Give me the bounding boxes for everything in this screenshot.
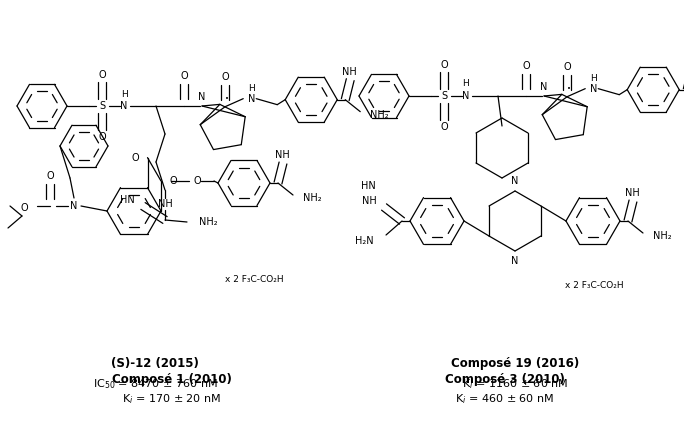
Text: HN: HN: [120, 195, 135, 205]
Text: NH: NH: [157, 199, 172, 209]
Text: O: O: [132, 153, 140, 163]
Text: IC$_{50}$ = 8470 ± 760 nM: IC$_{50}$ = 8470 ± 760 nM: [92, 377, 218, 391]
Text: N: N: [512, 176, 518, 186]
Text: O: O: [194, 176, 202, 186]
Text: N: N: [248, 93, 255, 104]
Text: NH: NH: [624, 188, 640, 198]
Text: •: •: [225, 97, 229, 102]
Text: O: O: [564, 62, 571, 71]
Text: K$_i$ = 460 ± 60 nM: K$_i$ = 460 ± 60 nM: [456, 392, 555, 406]
Text: x 2 F₃C-CO₂H: x 2 F₃C-CO₂H: [225, 274, 284, 284]
Text: O: O: [440, 60, 448, 70]
Text: S: S: [441, 91, 447, 101]
Text: HN: HN: [361, 181, 376, 191]
Text: O: O: [522, 61, 530, 71]
Text: NH: NH: [342, 67, 356, 77]
Text: N: N: [590, 84, 597, 93]
Text: N: N: [198, 92, 206, 102]
Text: Composé 3 (2010): Composé 3 (2010): [445, 373, 565, 385]
Text: Composé 19 (2016): Composé 19 (2016): [451, 358, 579, 370]
Text: O: O: [98, 70, 106, 80]
Text: (S)-​12 (2015): (S)-​12 (2015): [111, 358, 199, 370]
Text: O: O: [440, 122, 448, 132]
Text: O: O: [169, 176, 176, 186]
Text: H: H: [120, 90, 127, 98]
Text: K$_i$ = 1160 ± 60 nM: K$_i$ = 1160 ± 60 nM: [462, 377, 568, 391]
Text: H: H: [590, 74, 596, 83]
Text: NH₂: NH₂: [303, 193, 321, 203]
Text: x 2 F₃C-CO₂H: x 2 F₃C-CO₂H: [565, 281, 624, 291]
Text: •: •: [567, 86, 571, 92]
Text: H: H: [248, 84, 254, 93]
Text: N: N: [540, 82, 548, 92]
Text: O: O: [98, 132, 106, 142]
Text: N: N: [70, 201, 78, 211]
Text: N: N: [120, 101, 128, 111]
Text: K$_i$ = 170 ± 20 nM: K$_i$ = 170 ± 20 nM: [122, 392, 222, 406]
Text: NH₂: NH₂: [370, 110, 389, 120]
Text: N: N: [462, 91, 470, 101]
Text: H: H: [462, 79, 469, 89]
Text: O: O: [47, 171, 54, 181]
Text: N: N: [512, 256, 518, 266]
Text: Composé 1 (2010): Composé 1 (2010): [112, 373, 232, 385]
Text: H₂N: H₂N: [356, 236, 374, 246]
Text: NH₂: NH₂: [653, 231, 672, 241]
Text: NH: NH: [274, 150, 289, 160]
Text: NH₂: NH₂: [199, 217, 218, 227]
Text: O: O: [21, 203, 28, 213]
Text: NH: NH: [363, 196, 377, 206]
Text: S: S: [99, 101, 105, 111]
Text: O: O: [222, 71, 229, 82]
Text: O: O: [180, 71, 188, 81]
